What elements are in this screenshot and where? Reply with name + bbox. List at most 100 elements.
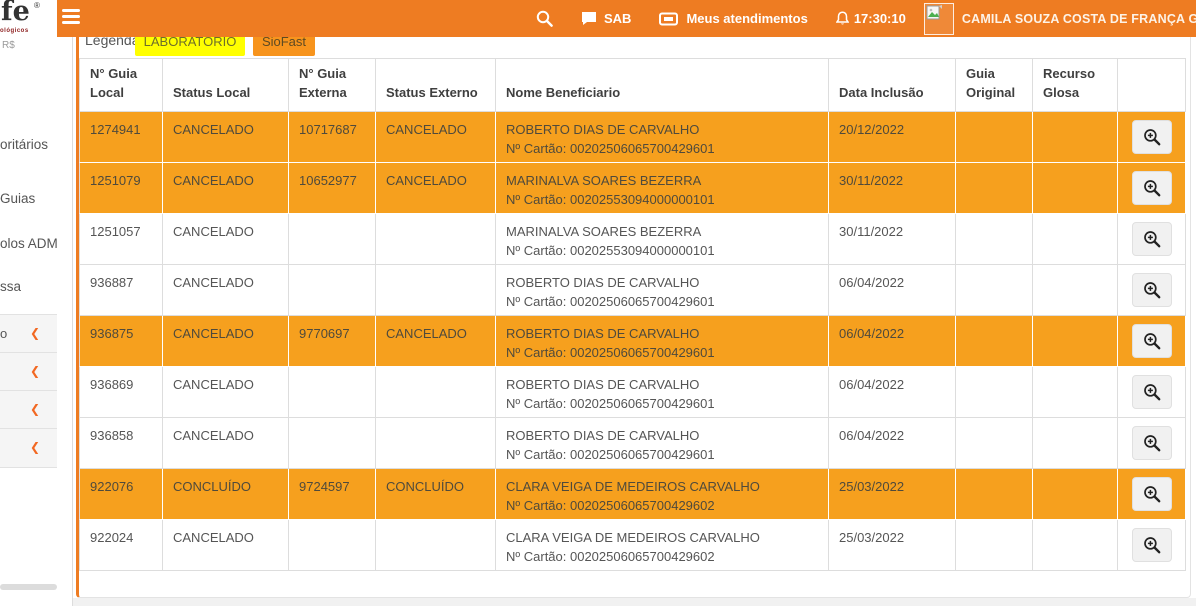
sab-label: SAB (604, 11, 632, 26)
table-row: 936858 CANCELADO ROBERTO DIAS DE CARVALHO N… (79, 417, 1186, 469)
view-guia-button[interactable] (1131, 527, 1172, 562)
view-guia-button[interactable] (1131, 170, 1172, 205)
cell-guia-local: 936869 (79, 366, 163, 418)
beneficiario-nome: CLARA VEIGA DE MEDEIROS CARVALHO (506, 478, 760, 494)
cell-status-externo (376, 366, 496, 418)
guias-table: N° Guia Local Status Local N° Guia Externa… (79, 58, 1186, 571)
column-header: N° Guia Externa (289, 58, 376, 112)
hamburger-menu-icon[interactable] (62, 9, 80, 27)
search-icon[interactable] (536, 10, 553, 27)
sidebar-collapsed-item[interactable]: ❮ (0, 352, 57, 391)
cell-status-externo (376, 417, 496, 469)
cell-nome-beneficiario: MARINALVA SOARES BEZERRA Nº Cartão: 00202… (496, 213, 829, 265)
beneficiario-nome: ROBERTO DIAS DE CARVALHO (506, 427, 700, 443)
cell-guia-original (956, 162, 1033, 214)
cell-actions (1118, 264, 1186, 316)
cell-actions (1118, 162, 1186, 214)
beneficiario-nome: MARINALVA SOARES BEZERRA (506, 223, 702, 239)
view-guia-button[interactable] (1131, 119, 1172, 154)
chevron-left-icon: ❮ (30, 364, 41, 378)
logo-registered-mark: ® (34, 1, 40, 10)
cell-status-externo (376, 213, 496, 265)
cell-nome-beneficiario: CLARA VEIGA DE MEDEIROS CARVALHO Nº Cartã… (496, 519, 829, 571)
sidebar-item[interactable]: Guias (0, 191, 36, 206)
view-guia-button[interactable] (1131, 323, 1172, 358)
beneficiario-cartao: Nº Cartão: 00202506065700429601 (506, 140, 715, 156)
content-panel: Legenda: LABORATORIO SioFast N° Guia Loca… (76, 28, 1191, 598)
cell-guia-local: 936887 (79, 264, 163, 316)
sidebar-item[interactable]: olos ADM (0, 236, 58, 251)
sidebar-top-fragment: R$ (2, 40, 15, 51)
zoom-in-icon (1143, 383, 1160, 401)
beneficiario-cartao: Nº Cartão: 00202506065700429602 (506, 548, 715, 564)
notifications-clock[interactable]: 17:30:10 (835, 11, 906, 26)
cell-status-externo: CONCLUÍDO (376, 468, 496, 520)
sab-menu-item[interactable]: SAB (581, 11, 631, 26)
sidebar-collapsed-item[interactable]: ❮ (0, 428, 57, 468)
column-header: Guia Original (956, 58, 1033, 112)
cell-actions (1118, 366, 1186, 418)
cell-status-externo: CANCELADO (376, 315, 496, 367)
table-row: 936869 CANCELADO ROBERTO DIAS DE CARVALHO N… (79, 366, 1186, 418)
cell-recurso-glosa (1033, 519, 1118, 571)
cell-status-local: CONCLUÍDO (163, 468, 289, 520)
bell-icon (835, 11, 849, 25)
column-header: Data Inclusão (829, 58, 956, 112)
sidebar-item[interactable]: oritários (0, 137, 49, 152)
beneficiario-cartao: Nº Cartão: 00202506065700429601 (506, 344, 715, 360)
table-row: 1251079 CANCELADO 10652977 CANCELADO MARINAL… (79, 162, 1186, 214)
cell-guia-local: 1251057 (79, 213, 163, 265)
broken-image-icon (926, 4, 942, 19)
beneficiario-nome: CLARA VEIGA DE MEDEIROS CARVALHO (506, 529, 760, 545)
zoom-in-icon (1143, 434, 1160, 452)
cell-nome-beneficiario: ROBERTO DIAS DE CARVALHO Nº Cartão: 00202… (496, 366, 829, 418)
cell-data-inclusao: 06/04/2022 (829, 315, 956, 367)
cell-guia-externa: 9724597 (289, 468, 376, 520)
cell-status-local: CANCELADO (163, 417, 289, 469)
logo-text: fe (1, 0, 30, 27)
cell-actions (1118, 111, 1186, 163)
beneficiario-nome: ROBERTO DIAS DE CARVALHO (506, 121, 700, 137)
cell-nome-beneficiario: ROBERTO DIAS DE CARVALHO Nº Cartão: 00202… (496, 417, 829, 469)
cell-guia-local: 936875 (79, 315, 163, 367)
cell-data-inclusao: 06/04/2022 (829, 264, 956, 316)
cell-data-inclusao: 20/12/2022 (829, 111, 956, 163)
sidebar-collapsed-item[interactable]: o ❮ (0, 314, 57, 353)
sidebar-collapsed-item[interactable]: ❮ (0, 390, 57, 429)
zoom-in-icon (1143, 536, 1160, 554)
avatar[interactable] (923, 2, 954, 35)
view-guia-button[interactable] (1131, 272, 1172, 307)
view-guia-button[interactable] (1131, 221, 1172, 256)
view-guia-button[interactable] (1131, 476, 1172, 511)
view-guia-button[interactable] (1131, 374, 1172, 409)
cell-recurso-glosa (1033, 315, 1118, 367)
page-background-strip (72, 598, 1196, 606)
zoom-in-icon (1143, 281, 1160, 299)
cell-recurso-glosa (1033, 162, 1118, 214)
beneficiario-nome: ROBERTO DIAS DE CARVALHO (506, 376, 700, 392)
cell-recurso-glosa (1033, 111, 1118, 163)
cell-recurso-glosa (1033, 366, 1118, 418)
column-header (1118, 58, 1186, 112)
cell-status-externo (376, 519, 496, 571)
cell-guia-externa: 10652977 (289, 162, 376, 214)
table-row: 922076 CONCLUÍDO 9724597 CONCLUÍDO CLARA VEI… (79, 468, 1186, 520)
cell-nome-beneficiario: ROBERTO DIAS DE CARVALHO Nº Cartão: 00202… (496, 264, 829, 316)
cell-guia-original (956, 468, 1033, 520)
sidebar-item[interactable]: ssa (0, 279, 22, 294)
user-name: CAMILA SOUZA COSTA DE FRANÇA GUILHERME (961, 11, 1196, 26)
cell-status-externo: CANCELADO (376, 162, 496, 214)
cell-guia-externa (289, 264, 376, 316)
beneficiario-cartao: Nº Cartão: 00202506065700429602 (506, 497, 715, 513)
cell-guia-original (956, 213, 1033, 265)
zoom-in-icon (1143, 179, 1160, 197)
view-guia-button[interactable] (1131, 425, 1172, 460)
top-header-bar: SAB Meus atendimentos 17:30:10 CAMILA SO… (57, 0, 1196, 37)
user-menu[interactable]: CAMILA SOUZA COSTA DE FRANÇA GUILHERME (962, 12, 1196, 26)
cell-guia-externa: 10717687 (289, 111, 376, 163)
meus-atendimentos-menu-item[interactable]: Meus atendimentos (659, 11, 808, 26)
app-logo[interactable]: fe ® ológicos (0, 0, 57, 36)
sidebar-scrollbar[interactable] (0, 584, 57, 590)
table-row: 936887 CANCELADO ROBERTO DIAS DE CARVALHO N… (79, 264, 1186, 316)
cell-status-local: CANCELADO (163, 111, 289, 163)
